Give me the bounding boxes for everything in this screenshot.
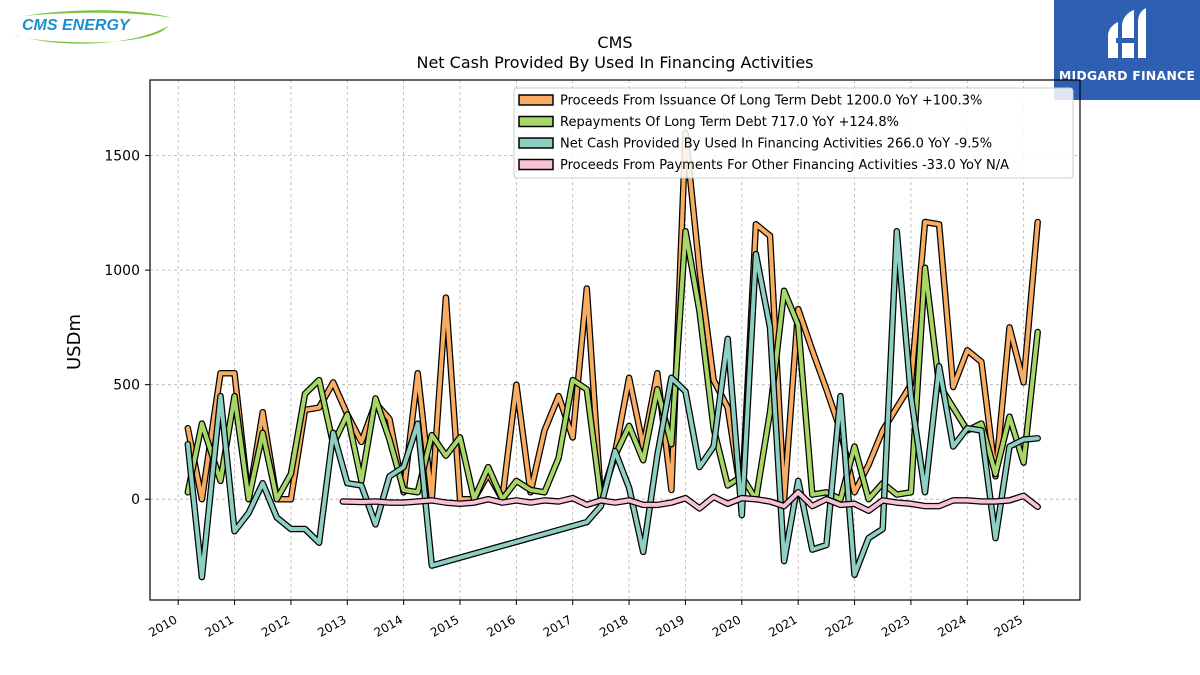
y-tick-label: 1500 xyxy=(104,149,140,165)
chart-title: CMS xyxy=(597,33,632,52)
x-tick-label: 2011 xyxy=(203,612,236,639)
y-axis-label: USDm xyxy=(64,314,85,370)
x-tick-label: 2013 xyxy=(315,612,348,639)
x-tick-label: 2022 xyxy=(823,612,856,639)
legend-label-2: Net Cash Provided By Used In Financing A… xyxy=(560,137,992,152)
cms-energy-logo: CMS ENERGY xyxy=(14,10,172,44)
legend: Proceeds From Issuance Of Long Term Debt… xyxy=(513,87,1074,179)
legend-box xyxy=(513,87,1074,179)
legend-swatch-2 xyxy=(518,137,554,149)
series-line-0 xyxy=(185,130,1040,502)
y-tick-label: 1000 xyxy=(104,263,140,279)
x-tick-label: 2020 xyxy=(710,612,743,639)
legend-label-1: Repayments Of Long Term Debt 717.0 YoY +… xyxy=(560,115,899,130)
midgard-finance-badge: MIDGARD FINANCE xyxy=(1054,0,1200,100)
series-line-2 xyxy=(185,229,1040,580)
legend-label-3: Proceeds From Payments For Other Financi… xyxy=(560,158,1009,173)
y-tick-label: 0 xyxy=(131,492,140,508)
x-tick-label: 2025 xyxy=(992,612,1025,639)
x-tick-label: 2023 xyxy=(879,612,912,639)
series-line-3 xyxy=(340,490,1040,513)
midgard-logo-icon xyxy=(1108,8,1146,58)
badge-text: MIDGARD FINANCE xyxy=(1058,68,1196,83)
chart-subtitle: Net Cash Provided By Used In Financing A… xyxy=(416,53,813,72)
x-tick-label: 2016 xyxy=(484,612,517,639)
x-tick-label: 2015 xyxy=(428,612,461,639)
series-lines xyxy=(184,129,1041,581)
x-tick-label: 2012 xyxy=(259,612,292,639)
x-tick-label: 2018 xyxy=(597,612,630,639)
y-tick-label: 500 xyxy=(113,378,140,394)
legend-swatch-0 xyxy=(518,94,554,106)
x-tick-label: 2014 xyxy=(372,612,405,639)
x-tick-label: 2010 xyxy=(146,612,179,639)
logo-text: CMS ENERGY xyxy=(22,17,131,34)
legend-swatch-3 xyxy=(518,158,554,171)
logo-swoosh-top xyxy=(24,10,172,18)
x-tick-label: 2019 xyxy=(654,612,687,639)
series-outline-0 xyxy=(184,129,1041,503)
logo-swoosh xyxy=(14,26,168,44)
legend-swatch-1 xyxy=(518,115,554,128)
x-tick-label: 2024 xyxy=(935,612,968,639)
x-tick-label: 2021 xyxy=(766,612,799,639)
legend-label-0: Proceeds From Issuance Of Long Term Debt… xyxy=(560,94,982,109)
plot-frame xyxy=(149,79,1081,601)
x-tick-label: 2017 xyxy=(541,612,574,639)
